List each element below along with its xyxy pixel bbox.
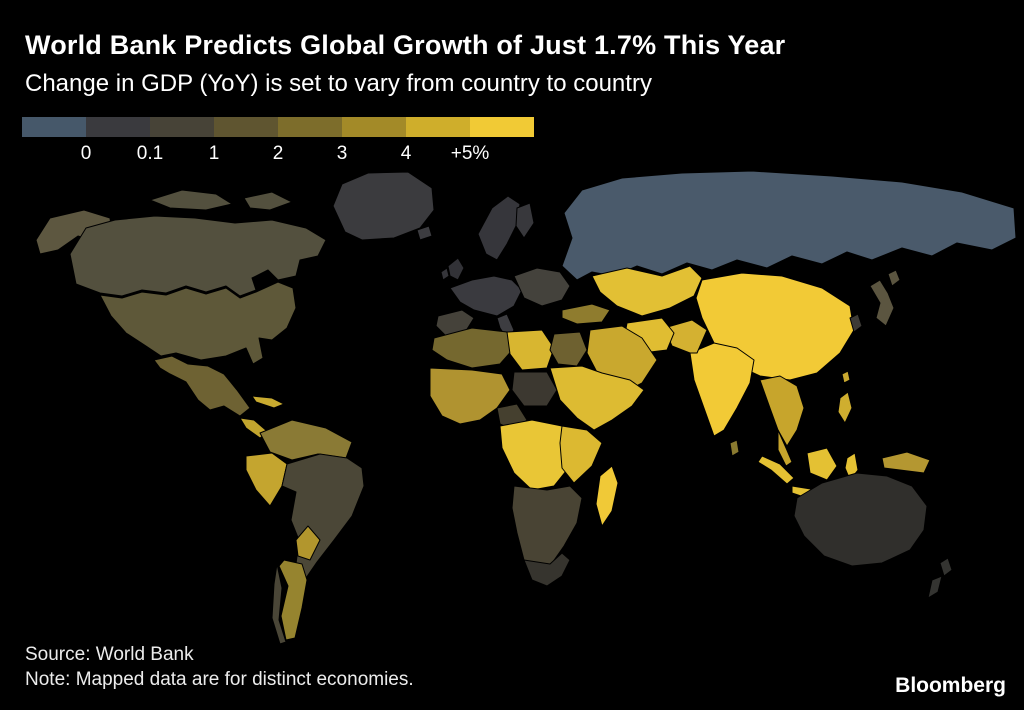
legend-tick-label: 0 <box>80 143 92 164</box>
country-sri-lanka <box>729 439 740 457</box>
region-peru-ecuador <box>245 452 288 507</box>
legend-tick-label: +5% <box>450 143 490 164</box>
country-australia <box>793 472 928 567</box>
country-argentina <box>278 559 308 641</box>
country-turkey <box>561 303 611 325</box>
country-india <box>689 342 755 437</box>
region-southern-africa <box>511 485 583 574</box>
legend-swatch <box>470 117 534 137</box>
country-greenland <box>332 171 435 241</box>
region-bolivia-paraguay <box>295 525 321 561</box>
country-iceland <box>416 225 433 241</box>
region-pakistan-afghanistan <box>663 319 708 354</box>
island-nz-north <box>939 557 953 577</box>
country-uk <box>447 257 465 281</box>
region-caribbean <box>251 395 285 409</box>
source-text: Source: World Bank <box>25 644 194 665</box>
world-map-svg <box>35 170 1017 645</box>
region-west-africa <box>429 367 511 425</box>
island-sumatra <box>757 455 795 485</box>
legend-tick-labels: 0 0.1 1 2 3 4 +5% <box>22 143 534 165</box>
legend-color-bar <box>22 117 534 137</box>
country-brazil <box>281 453 365 579</box>
legend-swatch <box>86 117 150 137</box>
island-hokkaido <box>887 269 901 287</box>
country-philippines <box>837 391 853 424</box>
world-choropleth-map <box>0 166 1024 650</box>
country-madagascar <box>595 465 619 527</box>
note-text: Note: Mapped data are for distinct econo… <box>25 669 414 690</box>
region-arctic-islands-east <box>243 191 293 211</box>
region-indochina <box>759 375 805 447</box>
region-sudan-horn <box>549 365 645 431</box>
country-japan <box>869 279 895 327</box>
region-sahel <box>511 371 558 407</box>
country-canada <box>69 215 327 297</box>
country-russia <box>561 170 1017 281</box>
region-malay-peninsula <box>777 429 793 467</box>
legend-swatch <box>150 117 214 137</box>
bloomberg-logo: Bloomberg <box>895 674 1006 697</box>
legend-swatch <box>406 117 470 137</box>
legend-tick-label: 0.1 <box>136 143 164 164</box>
country-chile <box>271 563 287 645</box>
legend-tick-label: 4 <box>400 143 412 164</box>
region-eastern-europe <box>513 267 571 307</box>
legend-swatch <box>278 117 342 137</box>
legend-tick-label: 1 <box>208 143 220 164</box>
island-new-guinea <box>881 451 931 474</box>
country-usa <box>99 281 297 365</box>
region-arctic-islands-west <box>149 189 233 211</box>
country-finland <box>515 202 535 239</box>
country-egypt <box>549 331 588 367</box>
country-taiwan <box>841 370 851 384</box>
country-ireland <box>440 267 450 281</box>
chart-title: World Bank Predicts Global Growth of Jus… <box>25 30 786 60</box>
legend-swatch <box>22 117 86 137</box>
region-western-europe <box>449 275 523 317</box>
region-scandinavia <box>477 195 521 261</box>
region-central-africa <box>499 419 578 491</box>
country-south-africa <box>523 552 571 587</box>
legend-tick-label: 3 <box>336 143 348 164</box>
country-mexico <box>153 355 251 417</box>
legend-tick-label: 2 <box>272 143 284 164</box>
chart-subtitle: Change in GDP (YoY) is set to vary from … <box>25 70 652 97</box>
island-borneo <box>806 447 838 481</box>
region-east-africa <box>559 425 603 484</box>
island-nz-south <box>927 575 943 599</box>
region-maghreb <box>431 327 515 369</box>
legend-swatch <box>342 117 406 137</box>
country-korea <box>849 313 863 333</box>
region-central-asia <box>591 265 703 317</box>
legend-swatch <box>214 117 278 137</box>
country-libya <box>506 329 555 371</box>
